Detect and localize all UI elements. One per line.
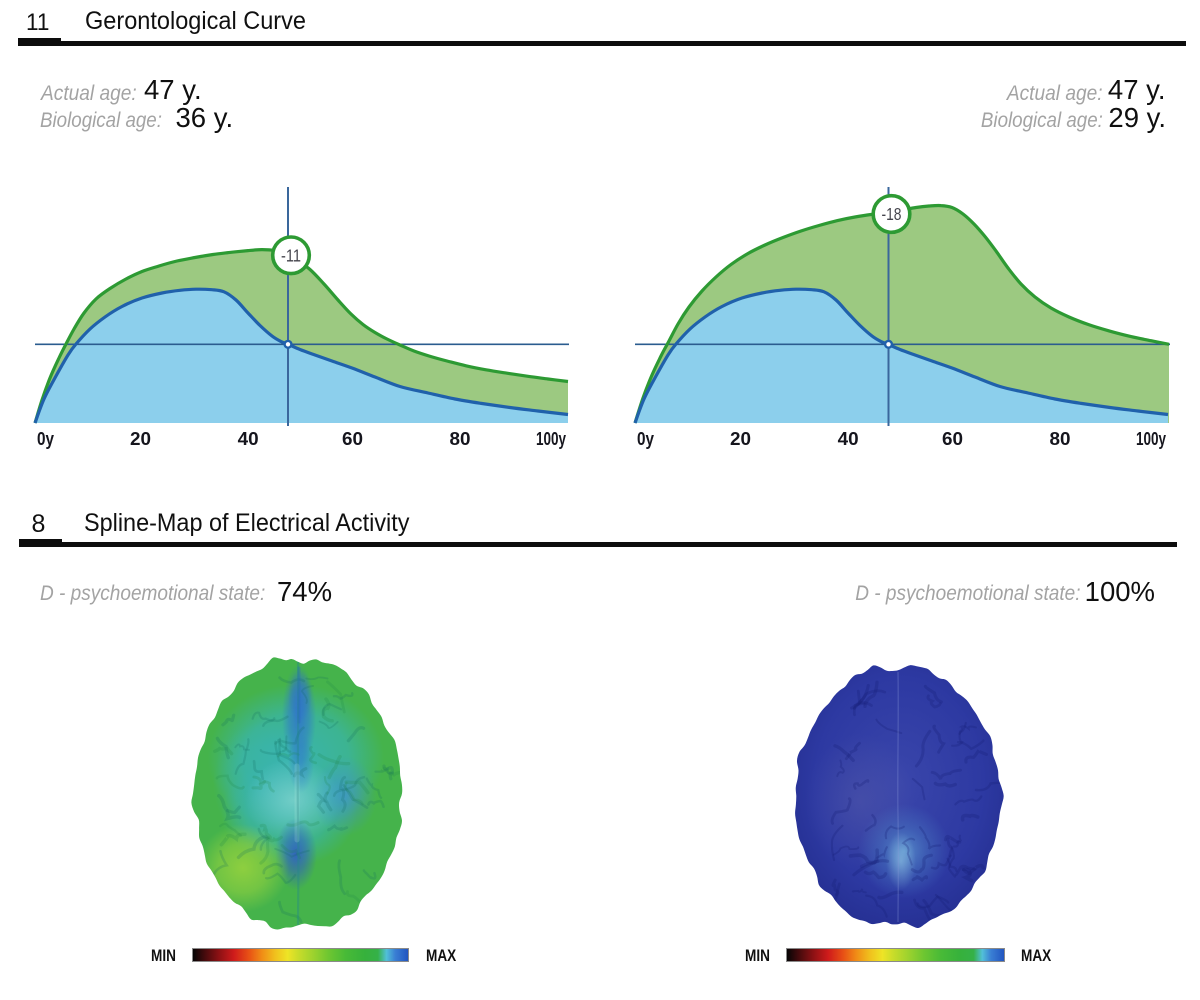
svg-text:60: 60: [342, 429, 363, 449]
svg-text:60: 60: [942, 429, 963, 449]
svg-text:0y: 0y: [37, 429, 54, 449]
svg-text:-11: -11: [281, 245, 301, 265]
svg-text:100y: 100y: [1136, 429, 1166, 449]
svg-text:-18: -18: [882, 204, 902, 224]
svg-text:80: 80: [450, 429, 471, 449]
svg-text:40: 40: [838, 429, 859, 449]
svg-text:40: 40: [238, 429, 259, 449]
svg-text:80: 80: [1050, 429, 1071, 449]
svg-text:100y: 100y: [536, 429, 566, 449]
svg-text:20: 20: [130, 429, 151, 449]
svg-text:20: 20: [730, 429, 751, 449]
svg-text:0y: 0y: [637, 429, 654, 449]
